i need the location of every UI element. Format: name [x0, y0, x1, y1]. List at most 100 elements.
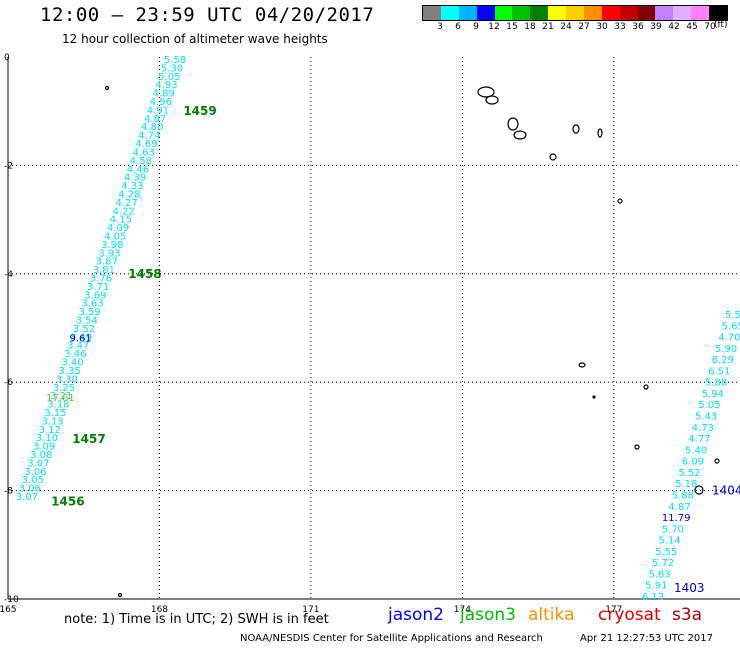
wave-height-value: 5.05	[158, 72, 180, 83]
legend-swatch	[476, 6, 495, 20]
wave-height-value: 11.79	[662, 513, 691, 524]
legend-swatch	[494, 6, 513, 20]
pass-time-label: 1456	[51, 494, 84, 508]
legend-swatch	[637, 6, 656, 20]
wave-height-legend: 3 6 9 12 15 18 21 24 27 30 33 36 39 42 45 70	[422, 5, 728, 33]
island-outline	[572, 124, 580, 134]
legend-label: 9	[473, 22, 479, 32]
legend-swatch	[583, 6, 602, 20]
longitude-label: 177	[605, 605, 622, 615]
wave-height-value: 4.77	[688, 434, 710, 445]
wave-height-value: 4.33	[121, 181, 143, 192]
wave-height-value: 3.25	[53, 383, 75, 394]
satellite-cryosat: cryosat	[598, 605, 661, 625]
wave-height-value: 4.58	[130, 156, 152, 167]
wave-height-value: 5.05	[698, 400, 720, 411]
wave-height-value: 4.96	[150, 97, 172, 108]
wave-height-value: 3.15	[44, 408, 66, 419]
wave-height-value: 5.55	[725, 310, 740, 321]
wave-height-value: 4.87	[668, 502, 690, 513]
wave-height-value: 3.49	[70, 332, 92, 343]
legend-swatch	[655, 6, 674, 20]
wave-height-value: 4.87	[144, 114, 166, 125]
pass-time-label: 1403	[674, 581, 705, 595]
legend-swatch	[530, 6, 549, 20]
island-outline	[104, 85, 110, 91]
legend-color-bar	[422, 5, 728, 21]
wave-height-value: 3.93	[98, 248, 120, 259]
legend-swatch	[709, 6, 727, 20]
legend-label: 70	[704, 22, 716, 32]
satellite-jason2: jason2	[388, 605, 444, 625]
wave-height-value: 6.51	[708, 366, 730, 377]
wave-height-value: 5.94	[702, 389, 724, 400]
wave-height-value: 3.08	[30, 450, 52, 461]
longitude-label: 165	[0, 605, 17, 615]
wave-height-value: 4.74	[138, 131, 160, 142]
latitude-label: -2	[4, 161, 13, 171]
wave-height-value: 3.63	[81, 299, 103, 310]
wave-height-value: 3.09	[33, 442, 55, 453]
legend-swatch	[673, 6, 692, 20]
island-outline	[485, 95, 499, 105]
wave-height-value: 6.09	[682, 457, 704, 468]
wave-height-value: 4.63	[133, 147, 155, 158]
wave-height-value: 5.43	[695, 412, 717, 423]
wave-height-value: 4.27	[115, 198, 137, 209]
wave-height-value: 4.28	[118, 189, 140, 200]
wave-height-value: 4.39	[124, 173, 146, 184]
satellite-s3a: s3a	[672, 605, 703, 625]
wave-height-value: 3.35	[59, 366, 81, 377]
legend-labels: 3 6 9 12 15 18 21 24 27 30 33 36 39 42 45 70	[422, 21, 728, 33]
legend-label: 12	[488, 22, 500, 32]
map-subtitle: 12 hour collection of altimeter wave hei…	[62, 32, 328, 46]
latitude-label: -8	[4, 487, 13, 497]
wave-height-value: 4.91	[147, 105, 169, 116]
wave-height-value: 3.18	[47, 400, 69, 411]
wave-height-value: 3.71	[87, 282, 109, 293]
wave-height-value: 5.40	[685, 445, 707, 456]
latitude-label: 0	[4, 53, 10, 63]
wave-height-value: 6.13	[642, 592, 664, 603]
island-outline	[578, 362, 586, 368]
wave-height-value: 4.70	[718, 333, 740, 344]
island-outline	[513, 130, 527, 140]
legend-label: 6	[455, 22, 461, 32]
wave-height-value: 5.88	[705, 378, 727, 389]
footer-credit: NOAA/NESDIS Center for Satellite Applica…	[240, 633, 543, 644]
wave-height-value: 3.46	[64, 349, 86, 360]
wave-height-value-highlight: 9.61	[70, 334, 92, 345]
wave-height-value: 5.70	[662, 524, 684, 535]
wave-height-value: 3.87	[96, 257, 118, 268]
wave-height-value: 3.21	[50, 391, 72, 402]
wave-height-value: 4.73	[692, 423, 714, 434]
island-outline	[477, 86, 495, 98]
wave-height-value: 3.13	[41, 416, 63, 427]
map-title: 12:00 – 23:59 UTC 04/20/2017	[40, 4, 375, 26]
wave-height-value-highlight: 17.61	[46, 393, 75, 404]
wave-height-value: 3.52	[73, 324, 95, 335]
longitude-label: 171	[302, 605, 319, 615]
island-outline	[643, 384, 649, 390]
wave-height-value: 5.14	[658, 536, 680, 547]
longitude-label: 174	[454, 605, 471, 615]
island-outline	[117, 592, 123, 598]
wave-height-value: 5.90	[715, 344, 737, 355]
island-outline	[597, 128, 603, 138]
wave-height-value: 3.98	[101, 240, 123, 251]
satellite-jason3: jason3	[460, 605, 516, 625]
wave-height-value: 4.89	[152, 89, 174, 100]
wave-height-value: 3.47	[67, 341, 89, 352]
wave-height-value: 5.65	[722, 321, 740, 332]
footer-timestamp: Apr 21 12:27:53 UTC 2017	[580, 633, 713, 644]
longitude-label: 168	[151, 605, 168, 615]
wave-height-value: 4.09	[107, 223, 129, 234]
legend-label: 45	[686, 22, 698, 32]
legend-swatch	[423, 6, 441, 20]
pass-time-label: 1457	[72, 432, 105, 446]
wave-height-value: 5.83	[649, 569, 671, 580]
wave-height-value: 3.76	[90, 274, 112, 285]
wave-height-value: 3.07	[16, 492, 38, 503]
island-outline	[617, 198, 623, 204]
